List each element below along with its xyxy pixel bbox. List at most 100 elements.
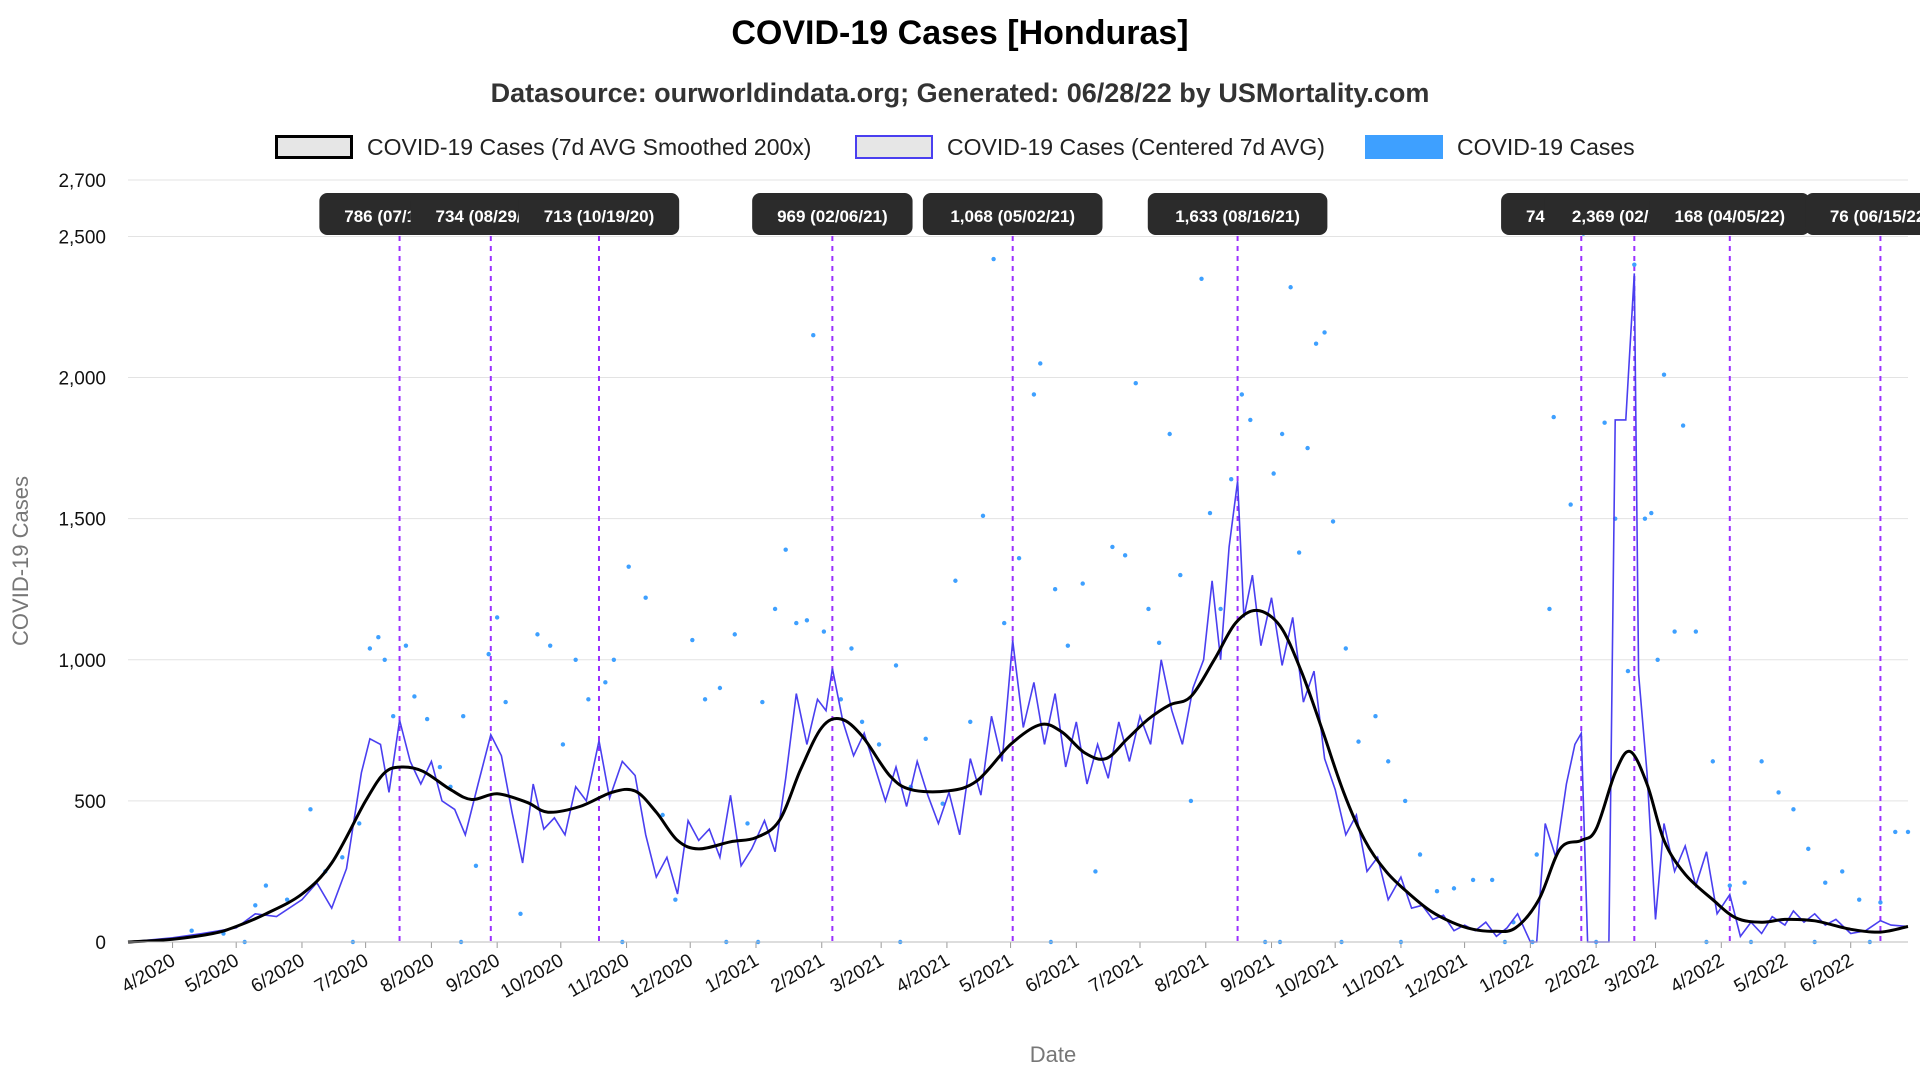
daily-case-point <box>1625 668 1631 674</box>
daily-case-point <box>1672 629 1677 634</box>
daily-case-point <box>1373 714 1378 719</box>
x-tick-label: 5/2020 <box>182 950 243 997</box>
daily-case-point <box>535 632 540 637</box>
daily-case-point <box>1742 880 1747 885</box>
daily-case-point <box>1156 640 1162 646</box>
daily-case-point <box>603 680 608 685</box>
daily-case-point <box>1680 423 1686 428</box>
daily-case-point <box>1632 262 1637 267</box>
annotation-box <box>1147 193 1328 235</box>
daily-case-point <box>486 651 491 657</box>
x-tick-label: 2/2021 <box>767 950 828 997</box>
daily-case-point <box>382 657 387 662</box>
annotation-label: 76 (06/15/22) <box>1830 207 1920 226</box>
x-tick-label: 9/2021 <box>1217 950 1278 997</box>
y-axis-label: COVID-19 Cases <box>8 476 33 646</box>
daily-case-point <box>794 620 799 626</box>
daily-case-point <box>1288 285 1293 290</box>
x-tick-label: 3/2021 <box>827 950 888 997</box>
daily-case-point <box>1693 629 1699 634</box>
daily-case-point <box>1602 420 1607 425</box>
annotation-box <box>752 193 913 235</box>
annotation-label: 1,068 (05/02/21) <box>950 207 1075 226</box>
daily-case-point <box>357 821 362 826</box>
x-tick-label: 3/2022 <box>1601 950 1662 997</box>
daily-case-point <box>1840 869 1845 874</box>
annotation-badge: 168 (04/05/22) <box>1649 193 1810 235</box>
daily-case-point <box>1655 657 1660 662</box>
daily-case-point <box>804 618 810 623</box>
annotation-label: 713 (10/19/20) <box>544 207 655 226</box>
daily-case-point <box>340 855 345 860</box>
annotation-box <box>1649 193 1810 235</box>
daily-case-point <box>1402 798 1408 804</box>
daily-case-point <box>1229 476 1234 482</box>
daily-case-point <box>772 606 778 612</box>
daily-case-point <box>953 578 958 583</box>
daily-case-point <box>1146 606 1151 612</box>
x-tick-label: 4/2021 <box>893 950 954 997</box>
daily-case-point <box>660 812 665 818</box>
x-tick-label: 9/2020 <box>443 950 504 997</box>
daily-case-point <box>968 719 973 725</box>
daily-case-point <box>1642 516 1648 521</box>
x-tick-label: 8/2020 <box>377 950 438 997</box>
daily-case-point <box>284 897 290 902</box>
daily-case-point <box>849 646 854 651</box>
daily-case-point <box>1065 643 1071 648</box>
x-tick-label: 11/2020 <box>564 950 633 1002</box>
daily-case-point <box>1031 392 1037 397</box>
daily-case-point <box>760 699 765 705</box>
daily-case-point <box>1199 276 1204 281</box>
daily-case-point <box>876 742 882 747</box>
daily-case-point <box>923 736 928 741</box>
daily-case-point <box>403 643 409 648</box>
daily-case-point <box>1776 790 1781 795</box>
daily-case-point <box>390 714 396 719</box>
daily-case-point <box>586 697 591 702</box>
annotation-box <box>518 193 680 235</box>
daily-case-point <box>1791 807 1796 812</box>
daily-case-point <box>1239 392 1245 397</box>
daily-case-point <box>821 629 827 634</box>
chart-title: COVID-19 Cases [Honduras] <box>731 14 1189 52</box>
daily-case-point <box>1489 877 1495 883</box>
daily-case-point <box>811 333 816 338</box>
daily-case-point <box>1823 880 1828 885</box>
daily-case-point <box>1188 798 1194 804</box>
daily-case-point <box>717 685 723 691</box>
x-tick-label: 8/2021 <box>1151 950 1212 997</box>
daily-case-point <box>1279 431 1285 437</box>
daily-case-point <box>1534 852 1539 857</box>
y-tick-label: 1,000 <box>58 651 106 672</box>
daily-case-point <box>473 863 479 868</box>
daily-case-point <box>308 807 313 812</box>
daily-case-point <box>1322 330 1327 335</box>
daily-case-point <box>424 716 430 722</box>
annotation-label: 969 (02/06/21) <box>777 207 888 226</box>
daily-case-point <box>1038 361 1043 366</box>
annotation-badge: 1,068 (05/02/21) <box>922 193 1103 235</box>
legend-label-centered: COVID-19 Cases (Centered 7d AVG) <box>947 133 1325 160</box>
daily-case-point <box>518 911 523 916</box>
daily-case-point <box>690 637 695 643</box>
x-tick-label: 7/2021 <box>1086 950 1147 997</box>
legend-item-daily[interactable]: COVID-19 Cases <box>1365 130 1635 164</box>
legend-item-smoothed[interactable]: COVID-19 Cases (7d AVG Smoothed 200x) <box>275 130 811 164</box>
daily-case-point <box>461 714 466 719</box>
daily-case-point <box>745 821 750 826</box>
x-tick-label: 1/2022 <box>1476 950 1537 997</box>
daily-case-point <box>1905 829 1911 835</box>
x-tick-label: 4/2022 <box>1667 950 1728 997</box>
annotation-badge: 76 (06/15/22) <box>1805 193 1920 235</box>
y-tick-label: 2,700 <box>58 171 106 192</box>
x-tick-label: 2/2022 <box>1542 950 1603 997</box>
daily-case-point <box>1313 341 1319 346</box>
daily-case-point <box>626 564 631 569</box>
daily-case-point <box>673 897 678 902</box>
daily-case-point <box>1806 846 1811 852</box>
legend-item-centered[interactable]: COVID-19 Cases (Centered 7d AVG) <box>855 130 1325 164</box>
daily-case-point <box>1551 414 1556 420</box>
daily-case-point <box>494 615 500 620</box>
daily-case-point <box>437 764 443 770</box>
